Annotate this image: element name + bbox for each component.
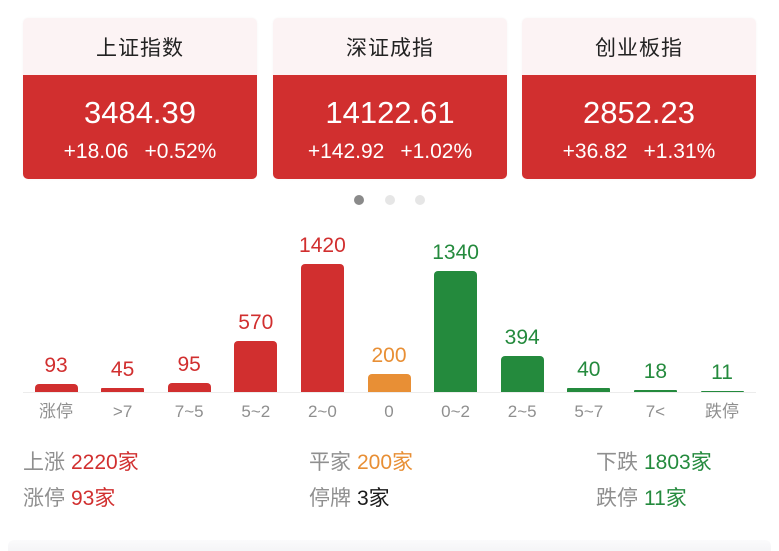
index-changes: +142.92 +1.02%: [308, 139, 472, 165]
index-card-shanghai[interactable]: 上证指数 3484.39 +18.06 +0.52%: [23, 18, 257, 179]
index-change: +142.92: [307, 140, 385, 163]
stat-label: 平家: [309, 450, 351, 474]
stat-value: 3家: [357, 487, 390, 510]
next-panel-edge: [8, 540, 771, 551]
chart-baseline: [23, 392, 756, 393]
stat-label: 涨停: [23, 486, 65, 510]
index-change-pct: +1.02%: [400, 140, 473, 163]
index-name: 上证指数: [23, 18, 257, 75]
chart-bar: [434, 271, 478, 392]
index-name: 深证成指: [273, 18, 507, 75]
bar-category-label: >7: [112, 402, 133, 421]
stat-value: 1803家: [644, 451, 712, 474]
bar-category-label: 7~5: [174, 402, 204, 421]
bar-category-label: 2~5: [507, 402, 537, 421]
index-price: 3484.39: [83, 95, 197, 130]
rise-fall-distribution-chart: 93 涨停 45 >7 95 7~5 570 5~2 1420 2~0 200 0 1340 0~2 394…: [0, 220, 779, 430]
index-changes: +18.06 +0.52%: [64, 139, 217, 165]
chart-bar: [367, 373, 411, 392]
chart-bar: [300, 264, 344, 392]
index-price: 2852.23: [582, 95, 696, 130]
bar-value-label: 93: [44, 353, 68, 377]
stat-limit-up: 涨停 93家: [23, 483, 115, 514]
stat-suspended: 停牌 3家: [309, 483, 390, 514]
stat-fall: 下跌 1803家: [596, 447, 712, 478]
index-change: +18.06: [63, 140, 129, 163]
stat-limit-down: 跌停 11家: [596, 483, 687, 514]
index-change-pct: +0.52%: [144, 140, 217, 163]
index-card-chinext[interactable]: 创业板指 2852.23 +36.82 +1.31%: [522, 18, 756, 179]
index-card-shenzhen[interactable]: 深证成指 14122.61 +142.92 +1.02%: [273, 18, 507, 179]
bar-value-label: 570: [238, 310, 274, 334]
carousel-pagination: [0, 195, 779, 205]
stat-value: 93家: [71, 487, 116, 510]
chart-bar: [633, 390, 677, 392]
index-quote: 14122.61 +142.92 +1.02%: [273, 75, 507, 179]
stat-flat: 平家 200家: [309, 447, 413, 478]
stat-label: 下跌: [596, 450, 638, 474]
bar-value-label: 394: [504, 326, 540, 350]
page-dot-1[interactable]: [354, 195, 364, 205]
bar-value-label: 18: [643, 360, 668, 384]
stat-value: 11家: [644, 487, 687, 510]
bar-value-label: 95: [177, 353, 201, 377]
stat-value: 200家: [357, 451, 414, 474]
bar-category-label: 0: [384, 402, 394, 421]
index-quote: 3484.39 +18.06 +0.52%: [23, 75, 257, 179]
market-summary: 上涨 2220家 涨停 93家 平家 200家 停牌 3家 下跌 1803家 跌停 11家: [0, 445, 779, 515]
bar-category-label: 跌停: [705, 402, 739, 421]
bar-category-label: 5~7: [574, 402, 604, 421]
chart-bar: [101, 387, 145, 392]
chart-bar: [34, 383, 78, 392]
bar-value-label: 45: [110, 357, 135, 381]
index-change: +36.82: [562, 140, 628, 163]
index-price: 14122.61: [325, 95, 455, 130]
chart-bar: [700, 390, 744, 392]
bar-value-label: 200: [371, 343, 407, 367]
chart-bar: [167, 383, 211, 392]
chart-bar: [567, 388, 611, 392]
page-dot-2[interactable]: [385, 195, 395, 205]
bar-value-label: 1340: [432, 241, 479, 265]
bar-category-label: 5~2: [241, 402, 271, 421]
stat-label: 上涨: [23, 450, 65, 474]
bar-category-label: 2~0: [307, 402, 337, 421]
index-cards: 上证指数 3484.39 +18.06 +0.52% 深证成指 14122.61…: [0, 0, 779, 180]
stat-rise: 上涨 2220家: [23, 447, 139, 478]
bar-value-label: 1420: [299, 234, 346, 257]
page-dot-3[interactable]: [415, 195, 425, 205]
chart-bar: [500, 356, 544, 392]
stat-label: 跌停: [596, 486, 638, 510]
bar-value-label: 40: [577, 358, 601, 382]
index-quote: 2852.23 +36.82 +1.31%: [522, 75, 756, 179]
bar-value-label: 11: [711, 360, 733, 384]
chart-bar: [234, 340, 278, 392]
bar-category-label: 涨停: [39, 402, 73, 421]
stat-value: 2220家: [71, 451, 139, 474]
index-name: 创业板指: [522, 18, 756, 75]
index-changes: +36.82 +1.31%: [563, 139, 716, 165]
bar-category-label: 0~2: [441, 402, 471, 421]
bar-category-label: 7<: [645, 402, 666, 421]
stat-label: 停牌: [309, 486, 351, 510]
index-change-pct: +1.31%: [643, 140, 716, 163]
